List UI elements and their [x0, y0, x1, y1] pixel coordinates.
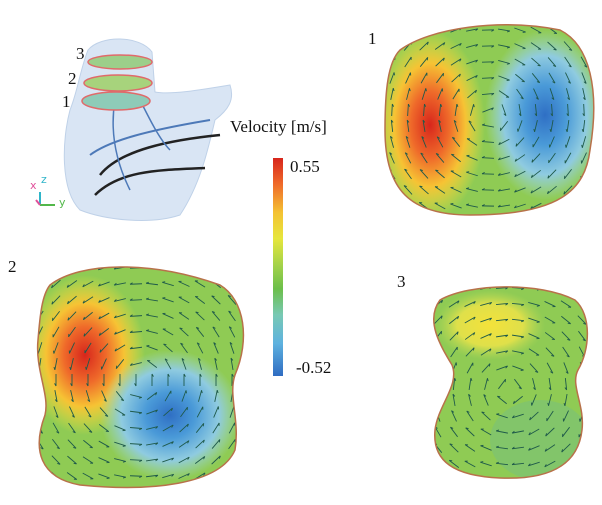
- colorbar: [273, 158, 283, 376]
- flow-arrow: [404, 202, 413, 210]
- flow-arrow: [195, 265, 206, 271]
- flow-arrow: [67, 265, 77, 271]
- flow-arrow: [433, 285, 443, 292]
- panel-label: 2: [8, 257, 17, 276]
- flow-arrow: [404, 26, 413, 34]
- flow-arrow: [36, 264, 45, 272]
- panel-label: 1: [368, 29, 377, 48]
- flow-arrow: [388, 202, 396, 211]
- flow-arrow: [162, 266, 174, 270]
- slice-label: 1: [62, 92, 71, 111]
- flow-arrow: [561, 285, 572, 291]
- flow-arrow: [389, 41, 396, 51]
- slice-2: [25, 255, 255, 495]
- colorbar-min: -0.52: [296, 358, 331, 377]
- vessel-model: 3 2 1 x z y: [30, 39, 232, 220]
- flow-arrow: [39, 390, 41, 402]
- flow-arrow: [580, 41, 587, 51]
- panel-label: 3: [397, 272, 406, 291]
- flow-arrow: [211, 472, 220, 479]
- slice-label: 2: [68, 69, 77, 88]
- flow-arrow: [580, 185, 587, 194]
- flow-arrow: [437, 394, 439, 406]
- flow-arrow: [563, 202, 572, 210]
- flow-arrow: [228, 280, 237, 288]
- flow-arrow: [38, 406, 42, 417]
- axis-label: z: [41, 173, 47, 186]
- flow-arrow: [388, 185, 395, 195]
- flow-arrow: [435, 347, 441, 358]
- flow-arrow: [388, 25, 396, 34]
- flow-arrow: [581, 378, 583, 390]
- colorbar-max: 0.55: [290, 157, 320, 176]
- flow-arrow: [578, 460, 587, 468]
- flow-arrow: [438, 378, 440, 390]
- flow-arrow: [36, 472, 44, 481]
- flow-arrow: [36, 280, 44, 289]
- flow-arrow: [51, 264, 61, 271]
- colorbar-title: Velocity [m/s]: [230, 117, 327, 136]
- axis-label: x: [30, 179, 37, 192]
- flow-arrow: [228, 472, 237, 480]
- flow-arrow: [580, 26, 588, 35]
- flow-arrow: [178, 265, 189, 270]
- axis-label: y: [59, 196, 66, 209]
- flow-arrow: [434, 460, 443, 468]
- flow-arrow: [211, 265, 221, 272]
- flow-arrow: [39, 374, 40, 386]
- flow-arrow: [227, 264, 236, 272]
- flow-arrow: [419, 26, 428, 33]
- slice-label: 3: [76, 44, 85, 63]
- flow-arrow: [578, 443, 586, 452]
- figure: 3 2 1 x z y Velocity [m/s] 0.55 -0.52 1 …: [0, 0, 602, 505]
- flow-arrow: [436, 362, 440, 373]
- flow-arrow: [449, 285, 460, 291]
- flow-arrow: [577, 285, 587, 292]
- flow-arrow: [580, 202, 588, 211]
